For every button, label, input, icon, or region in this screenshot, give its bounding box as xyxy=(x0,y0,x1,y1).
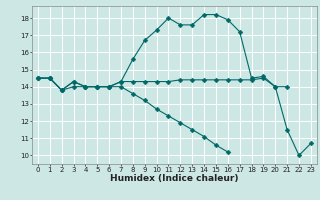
X-axis label: Humidex (Indice chaleur): Humidex (Indice chaleur) xyxy=(110,174,239,183)
